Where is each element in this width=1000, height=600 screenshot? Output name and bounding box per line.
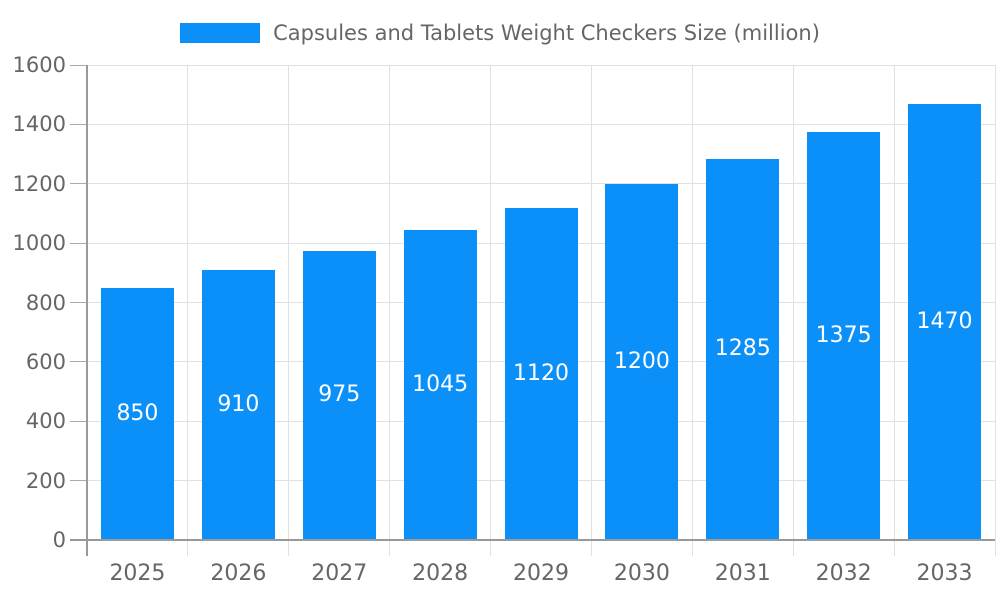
- bar: [706, 158, 780, 540]
- x-axis-tick-label: 2028: [412, 561, 469, 586]
- x-axis-tick-label: 2032: [815, 561, 872, 586]
- gridline-x: [187, 65, 189, 556]
- gridline-y: [87, 64, 995, 66]
- y-tick: [70, 480, 87, 482]
- y-tick: [70, 302, 87, 303]
- y-axis-tick-label: 1200: [12, 171, 66, 196]
- bar: [807, 131, 881, 540]
- gridline-x: [389, 65, 391, 556]
- bar: [302, 250, 376, 540]
- legend-swatch: [180, 23, 261, 43]
- bar-value-label: 975: [318, 382, 361, 408]
- y-axis-tick-label: 600: [25, 349, 66, 374]
- bar: [605, 183, 679, 540]
- gridline-x: [590, 65, 592, 556]
- bar-value-label: 910: [217, 391, 260, 417]
- y-tick: [70, 242, 87, 244]
- bar-value-label: 1200: [613, 348, 670, 374]
- x-axis-tick-label: 2026: [210, 561, 267, 586]
- bar: [908, 103, 982, 540]
- bar-value-label: 1120: [513, 360, 569, 386]
- x-axis-tick-label: 2033: [916, 561, 973, 586]
- x-axis-tick-label: 2030: [613, 561, 670, 586]
- y-axis-tick-label: 200: [25, 468, 66, 493]
- gridline-x: [893, 65, 895, 556]
- bar-value-label: 1470: [916, 308, 973, 334]
- bar: [201, 269, 275, 540]
- y-axis-tick-label: 800: [25, 290, 66, 315]
- bar: [100, 287, 174, 540]
- chart-title: Capsules and Tablets Weight Checkers Siz…: [273, 20, 820, 45]
- y-tick: [70, 123, 87, 125]
- bar-value-label: 1375: [815, 322, 872, 348]
- bar-value-label: 1045: [412, 371, 469, 397]
- y-axis-tick-label: 1000: [12, 231, 66, 256]
- bar-value-label: 1285: [714, 336, 771, 362]
- y-axis-tick-label: 1400: [12, 112, 66, 137]
- gridline-y: [87, 183, 995, 185]
- legend: Capsules and Tablets Weight Checkers Siz…: [0, 16, 1000, 50]
- y-tick: [70, 420, 87, 422]
- y-tick: [70, 183, 87, 185]
- x-axis-tick-label: 2027: [311, 561, 368, 586]
- gridline-x: [994, 65, 996, 556]
- gridline-x: [288, 65, 290, 556]
- bar: [403, 229, 477, 540]
- y-tick: [70, 64, 87, 66]
- y-axis-tick-label: 1600: [12, 53, 66, 77]
- bar: [504, 207, 578, 540]
- y-tick: [70, 361, 87, 363]
- gridline-x: [691, 65, 693, 556]
- x-axis-tick-label: 2025: [109, 561, 166, 586]
- y-axis-line: [86, 65, 88, 556]
- x-axis-tick-label: 2031: [714, 561, 771, 586]
- x-axis-tick-label: 2029: [513, 561, 569, 586]
- gridline-x: [490, 65, 492, 556]
- y-axis-tick-label: 400: [25, 409, 66, 434]
- x-axis-line: [70, 539, 995, 541]
- gridline-x: [792, 65, 794, 556]
- y-axis-tick-label: 0: [52, 528, 66, 552]
- gridline-y: [87, 123, 995, 125]
- bar-value-label: 850: [116, 400, 159, 426]
